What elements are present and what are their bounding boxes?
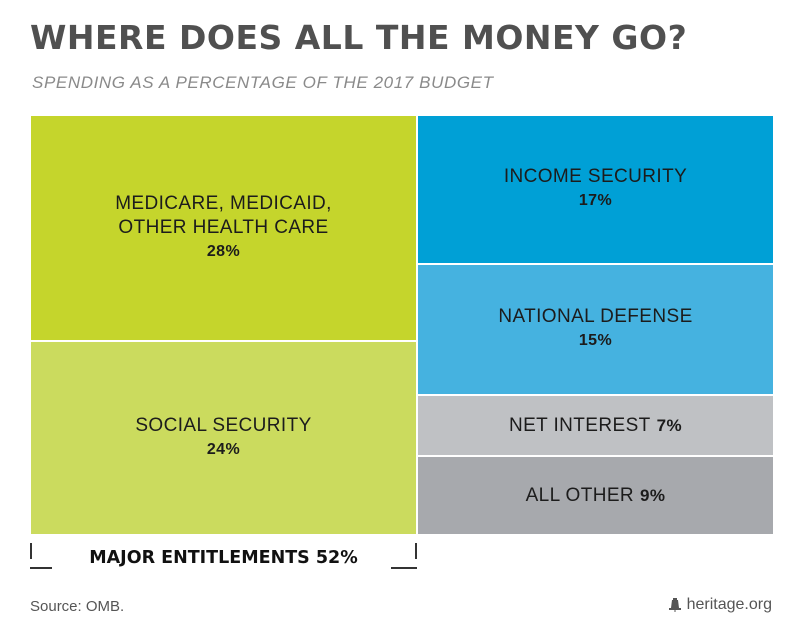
group-label: MAJOR ENTITLEMENTS 52% [89, 548, 358, 568]
tile-value: 17% [578, 192, 613, 210]
tile-value: 28% [206, 243, 241, 261]
source-note: Source: OMB. [30, 598, 125, 615]
tile-label: NET INTEREST [508, 414, 651, 436]
liberty-bell-icon [668, 598, 681, 612]
tile-social-security: SOCIAL SECURITY 24% [30, 341, 417, 535]
tile-label: NATIONAL DEFENSE [498, 306, 693, 328]
bracket-line-right [391, 567, 417, 569]
chart-subtitle: SPENDING AS A PERCENTAGE OF THE 2017 BUD… [32, 73, 494, 92]
brand-label: heritage.org [686, 596, 772, 613]
chart-title: WHERE DOES ALL THE MONEY GO? [30, 18, 688, 57]
tile-medicare-medicaid-other-health-care: MEDICARE, MEDICAID, OTHER HEALTH CARE 28% [30, 115, 417, 342]
tile-value: 15% [578, 332, 613, 350]
tile-value: 9% [640, 485, 666, 505]
tile-national-defense: NATIONAL DEFENSE 15% [417, 263, 774, 395]
entitlements-bracket [30, 543, 417, 559]
tile-income-security: INCOME SECURITY 17% [417, 115, 774, 264]
tile-label: SOCIAL SECURITY [135, 415, 312, 437]
tile-value: 24% [206, 441, 241, 459]
tile-label: ALL OTHER [525, 484, 635, 506]
bracket-line-left [30, 567, 52, 569]
tile-label: INCOME SECURITY [503, 166, 688, 188]
tile-net-interest: NET INTEREST 7% [417, 395, 774, 457]
tile-all-other: ALL OTHER 9% [417, 456, 774, 535]
treemap: MEDICARE, MEDICAID, OTHER HEALTH CARE 28%… [30, 115, 774, 535]
brand[interactable]: heritage.org [668, 596, 772, 614]
tile-value: 7% [656, 415, 683, 435]
tile-label: MEDICARE, MEDICAID, OTHER HEALTH CARE [115, 193, 332, 239]
